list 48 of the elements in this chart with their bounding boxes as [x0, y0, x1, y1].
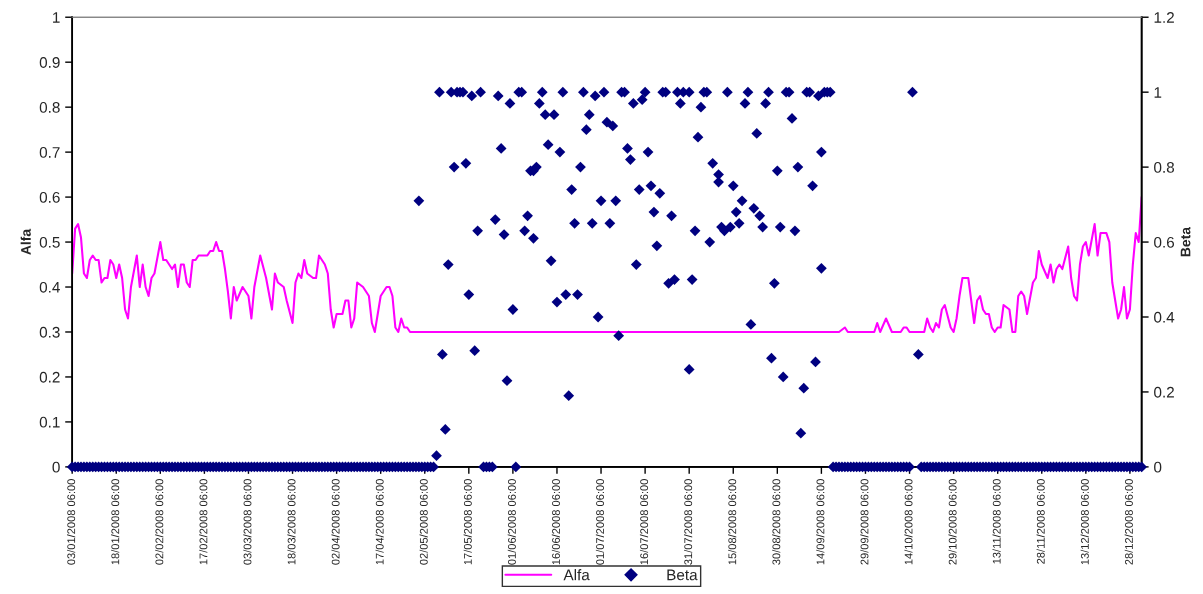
x-tick-label: 13/11/2008 06:00: [992, 479, 1001, 564]
y2-tick-label: 0.2: [1154, 386, 1174, 398]
legend-label: Beta: [667, 569, 698, 581]
y-tick-label: 0.3: [39, 326, 60, 338]
x-tick-label: 29/09/2008 06:00: [860, 479, 869, 565]
y2-tick-label: 0.4: [1154, 311, 1175, 323]
legend-label: Alfa: [563, 569, 590, 581]
x-tick-label: 30/08/2008 06:00: [772, 479, 781, 565]
y2-tick-label: 1.2: [1154, 12, 1174, 23]
y2-tick-label: 0.8: [1154, 161, 1175, 173]
x-tick-label: 14/09/2008 06:00: [816, 479, 825, 565]
line-series: [72, 196, 1142, 334]
x-tick-label: 13/12/2008 06:00: [1080, 479, 1089, 565]
x-tick-label: 17/05/2008 06:00: [463, 479, 472, 565]
y2-tick-label: 0: [1154, 461, 1162, 473]
x-tick-label: 14/10/2008 06:00: [904, 479, 913, 565]
x-tick-label: 02/02/2008 06:00: [155, 479, 164, 565]
y-tick-label: 0.2: [39, 371, 60, 383]
y-tick-label: 1: [53, 12, 60, 23]
x-tick-label: 03/03/2008 06:00: [243, 479, 252, 565]
y-tick-label: 0.4: [39, 281, 60, 293]
y-tick-label: 0.8: [39, 102, 60, 113]
y-tick-label: 0.5: [39, 236, 60, 248]
x-tick-label: 17/04/2008 06:00: [375, 479, 384, 565]
x-tick-label: 17/02/2008 06:00: [199, 479, 208, 565]
y2-tick-label: 1: [1154, 87, 1162, 98]
y-axis-title: Alfa: [20, 228, 31, 255]
x-tick-label: 18/03/2008 06:00: [287, 479, 296, 565]
y2-axis-title: Beta: [1180, 226, 1191, 257]
y-tick-label: 0: [52, 461, 60, 473]
y-tick-label: 0.7: [39, 146, 60, 158]
x-tick-label: 02/05/2008 06:00: [419, 479, 428, 565]
x-tick-label: 31/07/2008 06:00: [684, 479, 693, 565]
x-tick-label: 01/06/2008 06:00: [507, 479, 516, 565]
x-tick-label: 16/06/2008 06:00: [551, 479, 560, 565]
y-tick-label: 0.1: [39, 416, 60, 428]
x-tick-label: 28/11/2008 06:00: [1036, 479, 1045, 564]
x-tick-label: 02/04/2008 06:00: [331, 479, 340, 565]
y-tick-label: 0.6: [39, 191, 60, 203]
y-tick-label: 0.9: [39, 57, 60, 68]
x-tick-label: 15/08/2008 06:00: [728, 479, 737, 565]
x-tick-label: 03/01/2008 06:00: [67, 479, 76, 565]
x-tick-label: 01/07/2008 06:00: [595, 479, 605, 565]
x-tick-label: 28/12/2008 06:00: [1124, 479, 1133, 565]
y2-tick-label: 0.6: [1154, 236, 1175, 248]
x-tick-label: 18/01/2008 06:00: [111, 479, 120, 565]
x-tick-label: 16/07/2008 06:00: [639, 479, 649, 565]
x-tick-label: 29/10/2008 06:00: [948, 479, 957, 565]
